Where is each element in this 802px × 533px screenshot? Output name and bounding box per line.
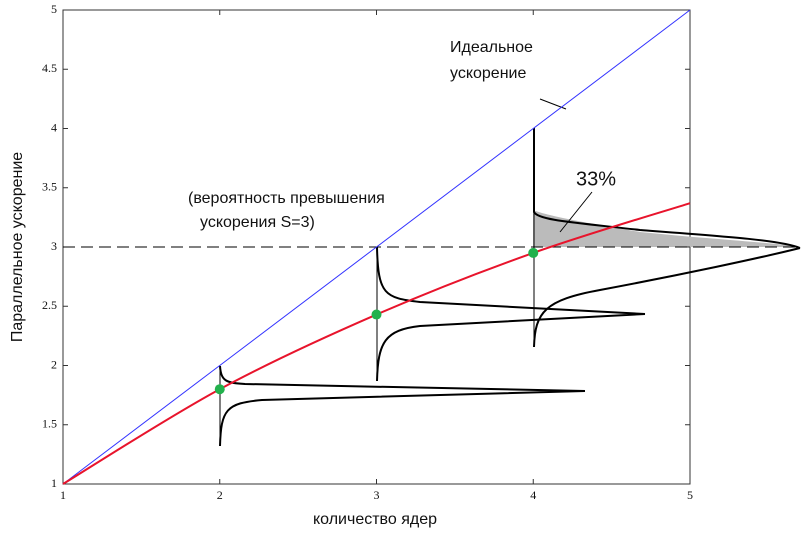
y-tick-label: 5: [51, 2, 57, 16]
annotation: 33%: [576, 168, 616, 190]
distribution: [376, 246, 646, 382]
point: [371, 309, 382, 320]
x-axis-label: количество ядер: [313, 511, 437, 528]
y-tick-label: 3.5: [42, 180, 57, 194]
x-tick-label: 5: [687, 488, 693, 502]
annotation: Идеальное: [450, 39, 533, 56]
y-tick-label: 3: [51, 239, 57, 253]
annotation: ускорение: [450, 65, 526, 82]
annotation: ускорения S=3): [200, 214, 315, 231]
annotation: (вероятность превышения: [188, 190, 385, 207]
distributions: [219, 128, 801, 447]
y-tick-label: 1.5: [42, 417, 57, 431]
point: [528, 247, 539, 258]
x-tick-label: 1: [60, 488, 66, 502]
y-tick-label: 1: [51, 476, 57, 490]
distribution: [533, 128, 801, 348]
y-tick-label: 2: [51, 357, 57, 371]
x-tick-label: 3: [374, 488, 380, 502]
series-line: [62, 9, 691, 485]
x-tick-label: 4: [530, 488, 536, 502]
y-axis-label: Параллельное ускорение: [9, 152, 26, 342]
shaded-area: [533, 210, 800, 247]
distribution: [219, 365, 586, 447]
x-tick-label: 2: [217, 488, 223, 502]
y-tick-label: 4: [51, 120, 57, 134]
y-tick-label: 2.5: [42, 298, 57, 312]
leader-line: [539, 98, 567, 110]
distribution-axes: [219, 128, 535, 446]
leader-line: [559, 191, 593, 233]
y-tick-label: 4.5: [42, 61, 57, 75]
point: [214, 384, 225, 395]
